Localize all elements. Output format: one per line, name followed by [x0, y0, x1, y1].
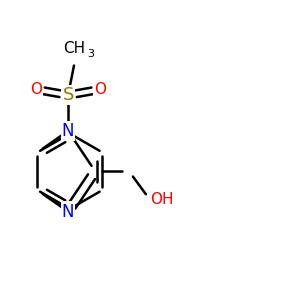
Text: O: O [30, 82, 42, 97]
Text: CH: CH [63, 41, 85, 56]
Text: S: S [62, 86, 74, 104]
Text: 3: 3 [87, 49, 94, 59]
Text: N: N [62, 122, 74, 140]
Text: OH: OH [150, 192, 173, 207]
Text: O: O [94, 82, 106, 97]
Text: N: N [62, 203, 74, 221]
